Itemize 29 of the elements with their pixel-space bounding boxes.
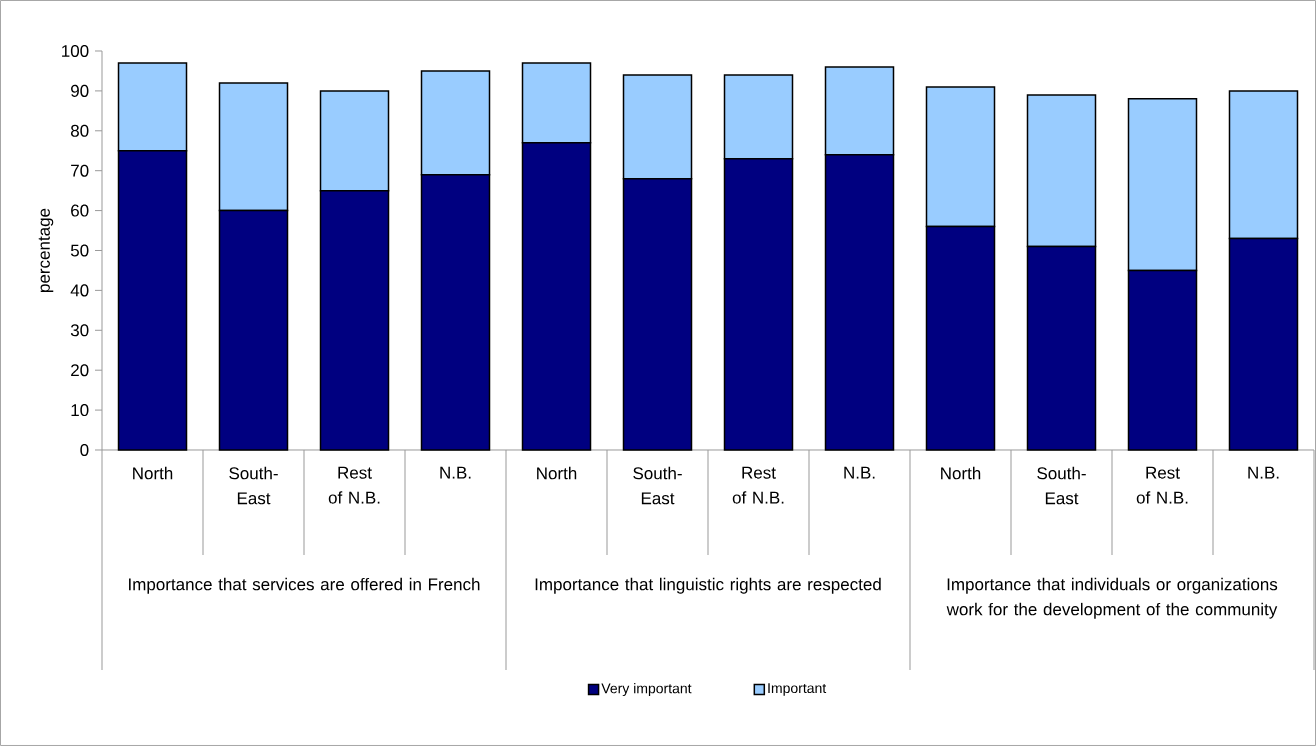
x-tick-label: North: [133, 466, 173, 480]
y-tick-label: 60: [71, 204, 89, 217]
y-tick-label: 90: [71, 84, 89, 97]
x-tick-label: N.B.: [440, 466, 471, 479]
text: Importance that individuals or organizations work for the development of the community: [946, 577, 1278, 619]
text: Importance that linguistic rights are respected: [535, 577, 881, 594]
y-axis-title: percentage: [38, 208, 54, 292]
legend-label: Very important: [601, 683, 692, 697]
legend-label: Important: [768, 683, 827, 696]
text: Importance that services are offered in French: [129, 577, 480, 594]
x-tick-label: South-East: [1037, 466, 1086, 505]
x-tick-label: North: [537, 466, 577, 480]
x-tick-label: North: [941, 466, 981, 480]
y-tick-label: 80: [70, 124, 89, 137]
y-tick-label: 100: [62, 44, 89, 58]
y-tick-label: 0: [80, 443, 89, 457]
x-tick-label: N.B.: [844, 466, 875, 479]
x-tick-label: Rest of N.B.: [732, 466, 784, 504]
y-tick-label: 50: [70, 244, 89, 257]
y-tick-label: 20: [71, 364, 89, 377]
x-tick-label: Rest of N.B.: [328, 466, 380, 504]
y-tick-label: 30: [70, 324, 89, 337]
y-tick-label: 10: [71, 404, 89, 417]
x-tick-label: South-East: [229, 466, 278, 505]
x-tick-label: N.B.: [1248, 466, 1279, 479]
x-tick-label: South-East: [633, 466, 682, 505]
y-tick-label: 40: [70, 284, 89, 297]
x-tick-label: Rest of N.B.: [1136, 466, 1188, 504]
y-tick-label: 70: [71, 164, 89, 177]
